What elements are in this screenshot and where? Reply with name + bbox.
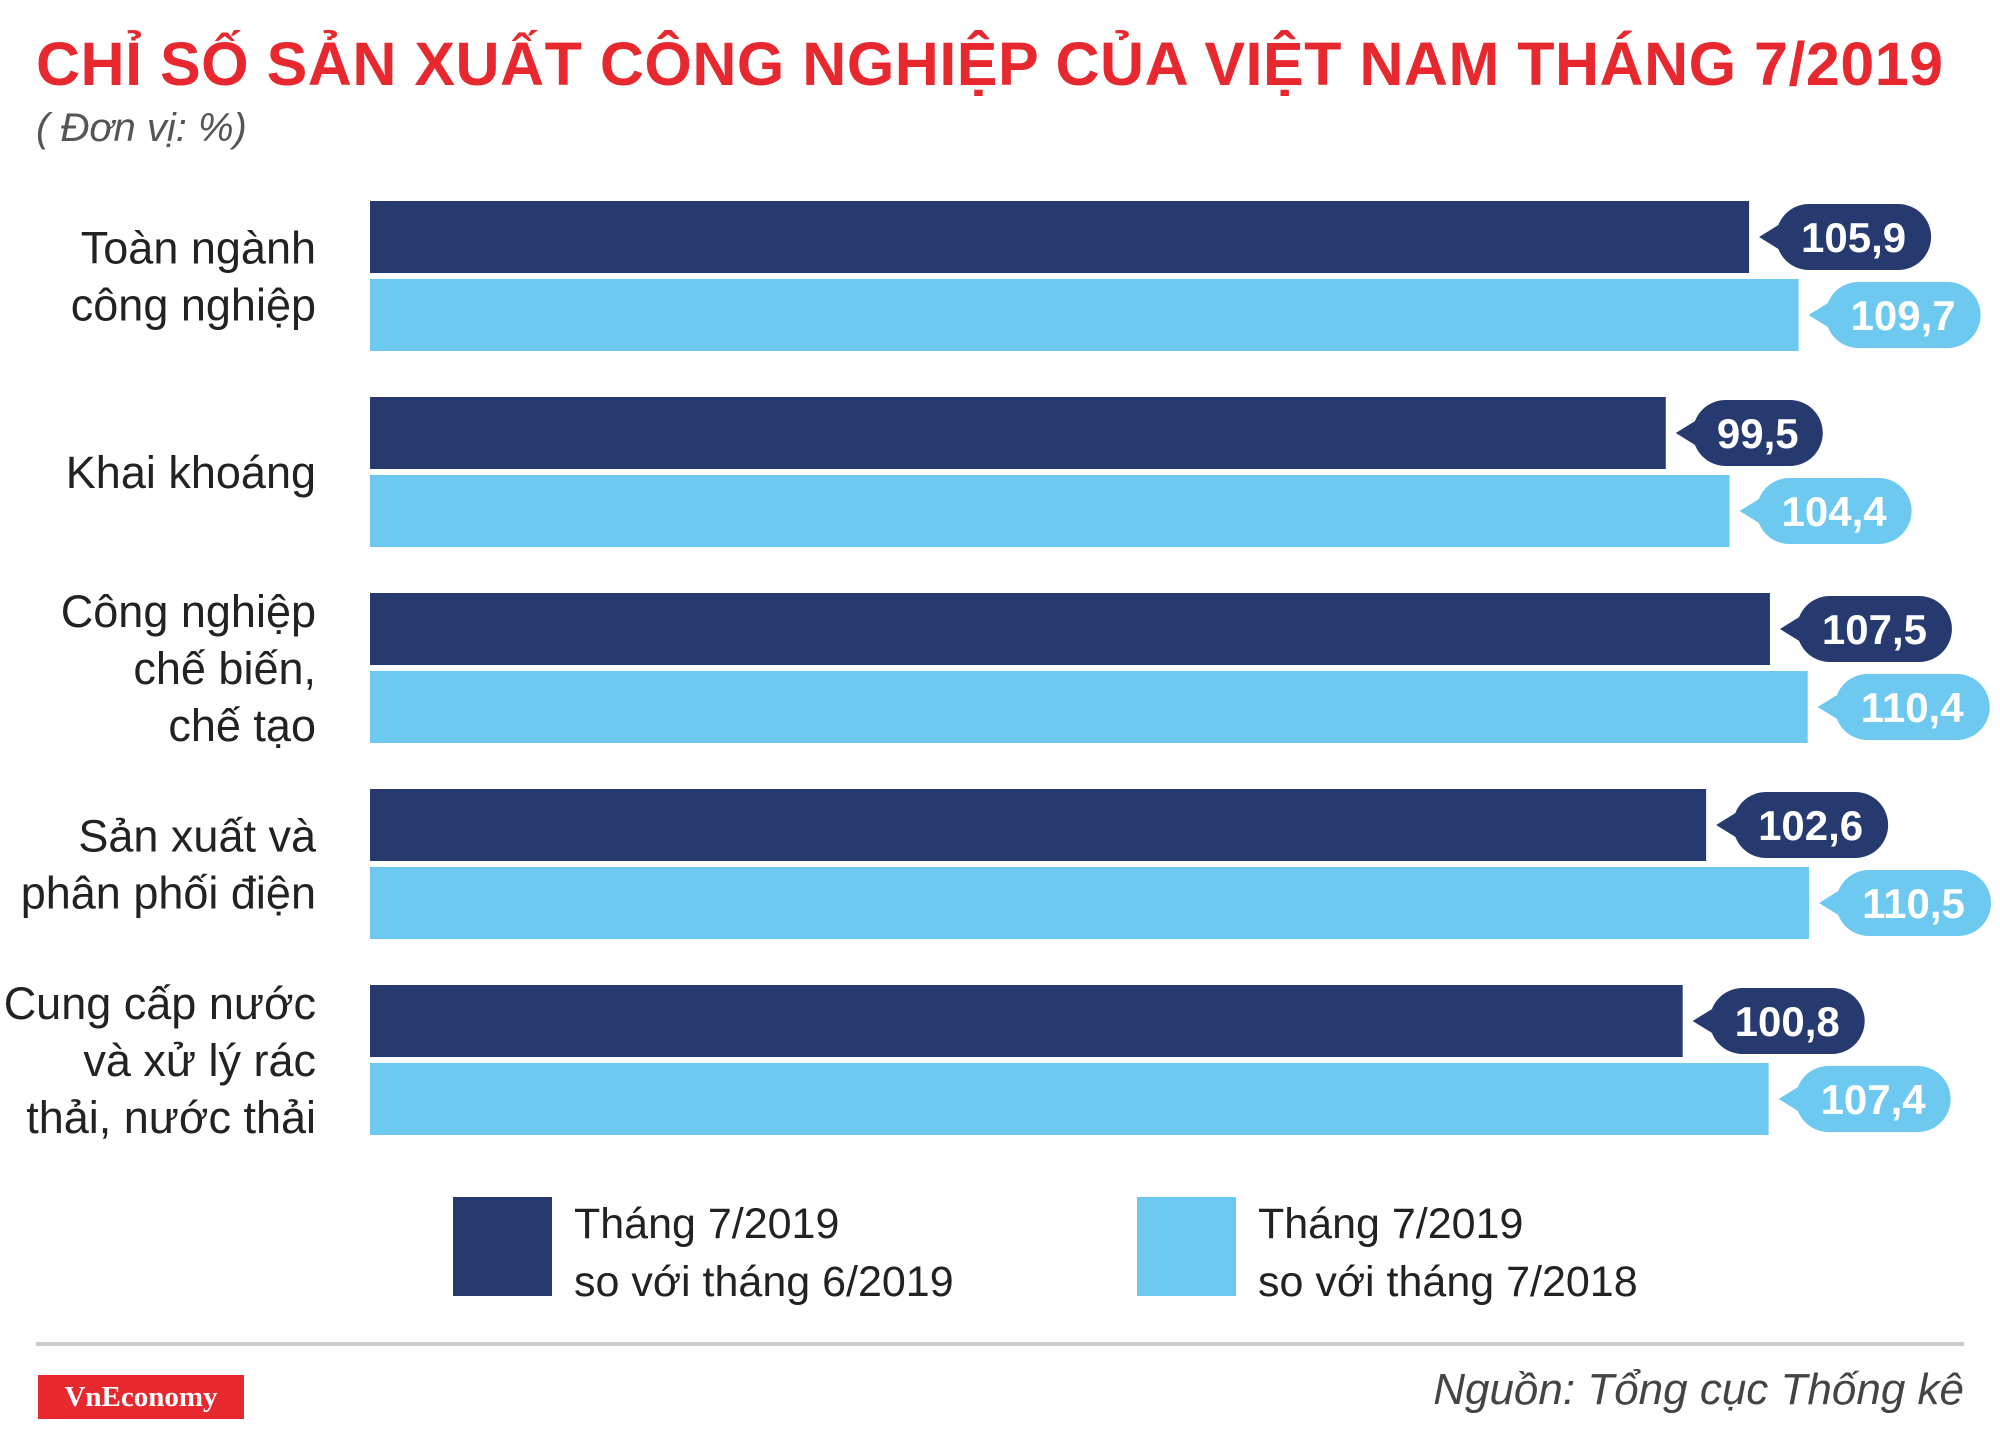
value-bubble bbox=[1756, 478, 1912, 544]
legend-label-line1: Tháng 7/2019 bbox=[574, 1200, 840, 1248]
bar bbox=[370, 397, 1666, 469]
footer-divider bbox=[36, 1342, 1964, 1346]
category-label-line: Công nghiệp bbox=[61, 586, 316, 637]
category-label-line: Toàn ngành bbox=[81, 223, 316, 274]
legend-item-series-2: Tháng 7/2019 so với tháng 7/2018 bbox=[1137, 1197, 1638, 1311]
chart-title: CHỈ SỐ SẢN XUẤT CÔNG NGHIỆP CỦA VIỆT NAM… bbox=[36, 30, 1944, 98]
category-label: Toàn ngành công nghiệp bbox=[71, 223, 316, 331]
value-bubble-pointer bbox=[1817, 694, 1839, 720]
value-bubble bbox=[1796, 596, 1952, 662]
legend-label-line2: so với tháng 7/2018 bbox=[1258, 1258, 1638, 1306]
category-label-line: Sản xuất và bbox=[78, 811, 317, 862]
value-bubble-pointer bbox=[1808, 302, 1830, 328]
value-bubble bbox=[1825, 282, 1981, 348]
category-label-line: Khai khoáng bbox=[66, 447, 316, 498]
legend-swatch-light bbox=[1137, 1197, 1236, 1296]
value-label: 107,5 bbox=[1822, 606, 1927, 653]
category-label-line: thải, nước thải bbox=[26, 1092, 316, 1143]
bar bbox=[370, 279, 1799, 351]
category-label: Sản xuất và phân phối điện bbox=[21, 811, 317, 919]
bar bbox=[370, 671, 1808, 743]
value-bubble-pointer bbox=[1675, 420, 1697, 446]
bar-chart: Toàn ngành công nghiệp 105,9 109,7 Khai khoá… bbox=[4, 201, 1991, 1143]
bar bbox=[370, 985, 1683, 1057]
vneconomy-logo: VnEconomy bbox=[38, 1375, 244, 1419]
value-bubble bbox=[1836, 870, 1991, 936]
bar bbox=[370, 201, 1750, 273]
category-label-line: Cung cấp nước bbox=[4, 978, 316, 1029]
value-label: 100,8 bbox=[1735, 998, 1840, 1045]
category-label-line: chế biến, bbox=[133, 643, 316, 694]
value-label: 110,5 bbox=[1862, 880, 1965, 927]
value-label: 107,4 bbox=[1821, 1076, 1927, 1123]
bar bbox=[370, 593, 1770, 665]
legend-label-line2: so với tháng 6/2019 bbox=[574, 1258, 954, 1306]
legend-item-series-1: Tháng 7/2019 so với tháng 6/2019 bbox=[453, 1197, 954, 1311]
unit-label: ( Đơn vị: %) bbox=[36, 106, 247, 150]
legend-swatch-dark bbox=[453, 1197, 552, 1296]
source-note: Nguồn: Tổng cục Thống kê bbox=[1433, 1365, 1964, 1414]
value-bubble-pointer bbox=[1778, 1086, 1800, 1112]
legend-label: Tháng 7/2019 so với tháng 7/2018 bbox=[1258, 1195, 1638, 1311]
value-bubble-pointer bbox=[1692, 1008, 1714, 1034]
category-label-line: và xử lý rác bbox=[83, 1035, 316, 1086]
category-label-line: chế tạo bbox=[168, 700, 316, 751]
legend-label-line1: Tháng 7/2019 bbox=[1258, 1200, 1524, 1248]
value-bubble bbox=[1733, 792, 1889, 858]
value-label: 109,7 bbox=[1851, 292, 1956, 339]
bar bbox=[370, 475, 1730, 547]
value-bubble-pointer bbox=[1819, 890, 1840, 916]
value-bubble-pointer bbox=[1779, 616, 1801, 642]
value-bubble-pointer bbox=[1739, 498, 1761, 524]
value-bubble bbox=[1776, 204, 1932, 270]
bar bbox=[370, 867, 1809, 939]
value-bubble bbox=[1795, 1066, 1951, 1132]
value-label: 102,6 bbox=[1758, 802, 1863, 849]
category-label: Khai khoáng bbox=[66, 447, 316, 498]
value-label: 105,9 bbox=[1801, 214, 1906, 261]
value-label: 99,5 bbox=[1717, 410, 1799, 457]
bar bbox=[370, 1063, 1769, 1135]
category-label-line: phân phối điện bbox=[21, 868, 316, 919]
value-bubble bbox=[1834, 674, 1990, 740]
value-bubble-pointer bbox=[1759, 224, 1781, 250]
value-label: 104,4 bbox=[1782, 488, 1888, 535]
value-label: 110,4 bbox=[1861, 684, 1964, 731]
value-bubble-pointer bbox=[1716, 812, 1738, 838]
category-label-line: công nghiệp bbox=[71, 280, 316, 331]
category-label: Cung cấp nước và xử lý rác thải, nước thải bbox=[4, 978, 316, 1143]
legend-label: Tháng 7/2019 so với tháng 6/2019 bbox=[574, 1195, 954, 1311]
category-label: Công nghiệp chế biến, chế tạo bbox=[61, 586, 316, 751]
value-bubble bbox=[1709, 988, 1865, 1054]
bar bbox=[370, 789, 1707, 861]
value-bubble bbox=[1692, 400, 1823, 466]
